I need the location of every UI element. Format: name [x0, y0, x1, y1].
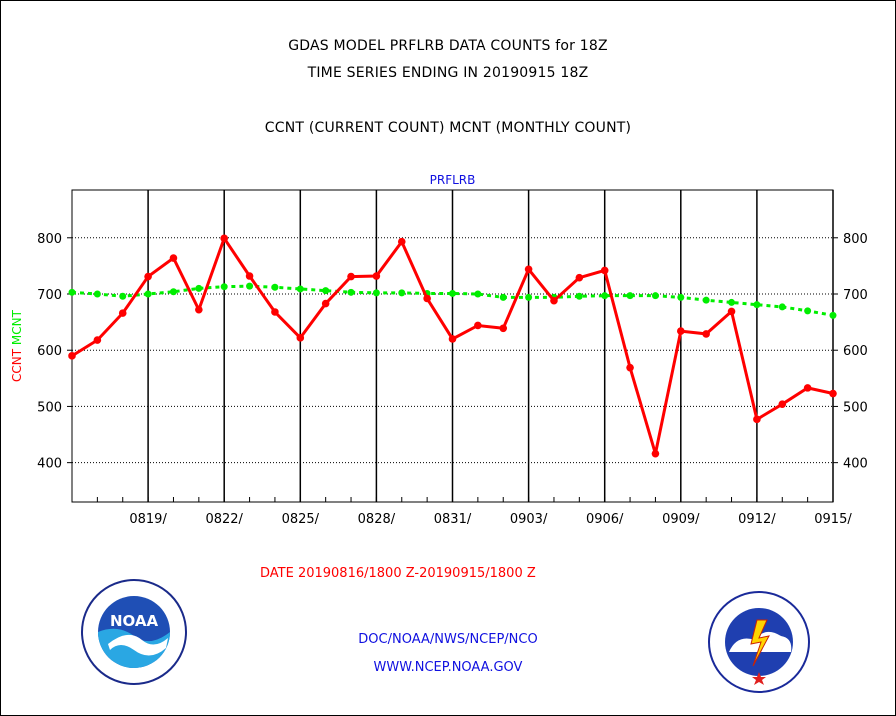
y-axis-label-mcnt: MCNT: [10, 309, 24, 345]
data-point-mcnt: [372, 289, 380, 297]
data-point-mcnt: [220, 283, 228, 291]
data-point-ccnt: [829, 389, 837, 398]
data-point-mcnt: [144, 290, 152, 298]
chart-title-line-1: GDAS MODEL PRFLRB DATA COUNTS for 18Z: [288, 38, 608, 54]
data-point-mcnt: [195, 284, 203, 292]
data-point-mcnt: [119, 292, 127, 300]
nws-logo: [707, 590, 811, 694]
data-point-mcnt: [829, 311, 837, 319]
data-point-ccnt: [575, 273, 584, 282]
x-tick-label: 0915/: [814, 512, 852, 527]
data-point-ccnt: [397, 237, 406, 246]
chart-title-line-3: CCNT (CURRENT COUNT) MCNT (MONTHLY COUNT…: [264, 120, 632, 136]
x-tick-label: 0906/: [586, 512, 624, 527]
data-point-mcnt: [68, 288, 76, 296]
y-tick-label: 600: [37, 344, 62, 359]
data-point-mcnt: [525, 293, 533, 301]
data-point-mcnt: [753, 301, 761, 309]
data-point-mcnt: [499, 293, 507, 301]
x-tick-label: 0822/: [205, 512, 243, 527]
data-point-ccnt: [727, 307, 736, 316]
data-point-mcnt: [296, 285, 304, 293]
data-point-mcnt: [651, 292, 659, 300]
y-tick-label: 700: [37, 288, 62, 303]
noaa-logo: NOAA: [80, 578, 188, 686]
data-point-mcnt: [398, 289, 406, 297]
data-point-mcnt: [601, 292, 609, 300]
data-point-ccnt: [677, 327, 685, 335]
y-tick-label-right: 500: [843, 400, 868, 415]
y-tick-label-right: 400: [843, 457, 868, 472]
data-point-ccnt: [195, 305, 203, 314]
data-point-ccnt: [778, 400, 787, 408]
data-point-ccnt: [423, 294, 431, 303]
chart-title-line-2: TIME SERIES ENDING IN 20190915 18Z: [307, 65, 589, 81]
y-tick-label-right: 700: [843, 288, 868, 303]
date-range-label: DATE 20190816/1800 Z-20190915/1800 Z: [260, 566, 536, 581]
website-link[interactable]: WWW.NCEP.NOAA.GOV: [373, 660, 523, 675]
data-point-ccnt: [803, 384, 812, 392]
data-point-mcnt: [93, 290, 101, 298]
data-point-ccnt: [271, 308, 279, 316]
data-point-ccnt: [550, 296, 558, 305]
y-tick-label: 400: [37, 457, 62, 472]
data-point-ccnt: [144, 272, 152, 281]
data-point-mcnt: [474, 290, 482, 298]
data-point-ccnt: [651, 449, 660, 458]
y-tick-label: 800: [37, 232, 62, 247]
x-tick-label: 0828/: [358, 512, 396, 527]
data-point-ccnt: [600, 266, 609, 275]
data-point-mcnt: [575, 292, 583, 300]
data-point-mcnt: [271, 283, 279, 291]
data-point-ccnt: [93, 336, 102, 344]
data-point-ccnt: [220, 234, 228, 243]
y-axis-label-ccnt: CCNT: [10, 345, 24, 382]
data-point-mcnt: [804, 307, 812, 315]
data-point-ccnt: [474, 321, 482, 330]
data-point-mcnt: [449, 289, 456, 297]
x-tick-label: 0825/: [282, 512, 320, 527]
data-point-ccnt: [169, 254, 178, 262]
data-point-ccnt: [372, 272, 381, 280]
data-point-ccnt: [245, 272, 254, 280]
y-axis-label: CCNT MCNT: [10, 309, 24, 382]
data-point-mcnt: [322, 287, 330, 295]
x-tick-label: 0909/: [662, 512, 700, 527]
x-tick-label: 0819/: [129, 512, 167, 527]
data-point-mcnt: [347, 288, 355, 296]
x-tick-label: 0912/: [738, 512, 776, 527]
x-tick-label: 0903/: [510, 512, 548, 527]
data-point-mcnt: [246, 282, 254, 290]
data-point-mcnt: [702, 296, 710, 304]
chart-subtitle: PRFLRB: [430, 173, 476, 187]
data-point-ccnt: [68, 352, 76, 360]
y-tick-label: 500: [37, 400, 62, 415]
data-point-ccnt: [296, 334, 305, 342]
data-point-ccnt: [499, 324, 508, 333]
data-point-mcnt: [778, 303, 786, 311]
noaa-logo-text: NOAA: [110, 612, 159, 630]
data-point-ccnt: [347, 272, 355, 281]
data-point-ccnt: [753, 415, 761, 424]
data-point-ccnt: [524, 265, 533, 274]
data-point-ccnt: [702, 330, 710, 338]
data-point-ccnt: [448, 335, 457, 343]
x-tick-label: 0831/: [434, 512, 472, 527]
y-tick-label-right: 800: [843, 232, 868, 247]
data-point-ccnt: [321, 299, 330, 308]
data-point-mcnt: [728, 298, 736, 306]
data-point-mcnt: [677, 293, 685, 301]
data-point-ccnt: [626, 363, 634, 372]
data-point-mcnt: [169, 288, 177, 296]
org-label: DOC/NOAA/NWS/NCEP/NCO: [358, 632, 538, 647]
data-point-ccnt: [118, 309, 127, 317]
y-tick-label-right: 600: [843, 344, 868, 359]
data-point-mcnt: [626, 292, 634, 300]
